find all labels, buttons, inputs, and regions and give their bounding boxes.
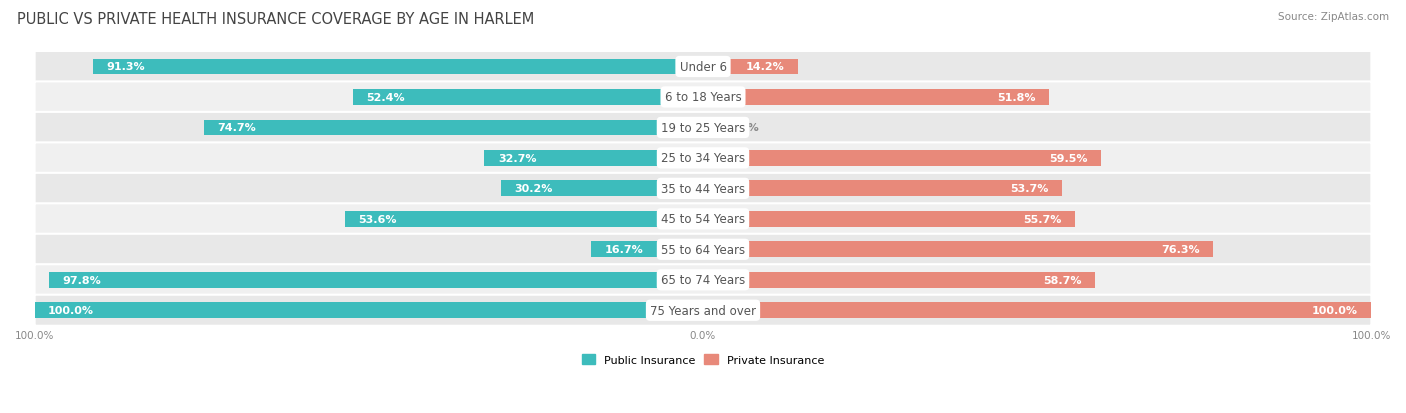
Bar [353, 90, 703, 106]
Text: 6 to 18 Years: 6 to 18 Years [665, 91, 741, 104]
Bar [703, 90, 1049, 106]
Text: 45 to 54 Years: 45 to 54 Years [661, 213, 745, 226]
Text: 51.8%: 51.8% [997, 93, 1036, 103]
Bar [703, 242, 1213, 258]
FancyBboxPatch shape [35, 173, 1371, 204]
FancyBboxPatch shape [35, 234, 1371, 265]
Text: 14.2%: 14.2% [745, 62, 785, 72]
Legend: Public Insurance, Private Insurance: Public Insurance, Private Insurance [578, 350, 828, 369]
Bar [703, 272, 1095, 288]
Bar [703, 303, 1371, 318]
Bar [35, 303, 703, 318]
Bar [703, 181, 1062, 197]
Text: 2.3%: 2.3% [728, 123, 759, 133]
Text: 76.3%: 76.3% [1161, 245, 1199, 255]
Text: 16.7%: 16.7% [605, 245, 644, 255]
Text: 35 to 44 Years: 35 to 44 Years [661, 183, 745, 195]
Bar [204, 120, 703, 136]
Bar [49, 272, 703, 288]
Bar [592, 242, 703, 258]
Text: 25 to 34 Years: 25 to 34 Years [661, 152, 745, 165]
Text: 55 to 64 Years: 55 to 64 Years [661, 243, 745, 256]
FancyBboxPatch shape [35, 82, 1371, 113]
Text: 75 Years and over: 75 Years and over [650, 304, 756, 317]
Text: Source: ZipAtlas.com: Source: ZipAtlas.com [1278, 12, 1389, 22]
FancyBboxPatch shape [35, 52, 1371, 83]
Bar [344, 211, 703, 227]
Text: 59.5%: 59.5% [1049, 154, 1087, 164]
Bar [485, 151, 703, 166]
Text: 97.8%: 97.8% [63, 275, 101, 285]
Text: 100.0%: 100.0% [1312, 306, 1358, 316]
Text: 91.3%: 91.3% [107, 62, 145, 72]
Bar [703, 211, 1076, 227]
Text: 53.6%: 53.6% [359, 214, 396, 224]
Bar [93, 59, 703, 75]
FancyBboxPatch shape [35, 143, 1371, 174]
Text: 52.4%: 52.4% [366, 93, 405, 103]
Bar [703, 59, 797, 75]
Text: PUBLIC VS PRIVATE HEALTH INSURANCE COVERAGE BY AGE IN HARLEM: PUBLIC VS PRIVATE HEALTH INSURANCE COVER… [17, 12, 534, 27]
Bar [501, 181, 703, 197]
Text: 100.0%: 100.0% [48, 306, 94, 316]
Text: 30.2%: 30.2% [515, 184, 553, 194]
Text: 65 to 74 Years: 65 to 74 Years [661, 273, 745, 287]
Bar [703, 151, 1101, 166]
Text: 55.7%: 55.7% [1024, 214, 1062, 224]
FancyBboxPatch shape [35, 204, 1371, 235]
Text: 53.7%: 53.7% [1010, 184, 1049, 194]
FancyBboxPatch shape [35, 295, 1371, 326]
Text: Under 6: Under 6 [679, 61, 727, 74]
Text: 74.7%: 74.7% [217, 123, 256, 133]
FancyBboxPatch shape [35, 113, 1371, 144]
Text: 32.7%: 32.7% [498, 154, 536, 164]
Text: 19 to 25 Years: 19 to 25 Years [661, 122, 745, 135]
Bar [703, 120, 718, 136]
Text: 58.7%: 58.7% [1043, 275, 1083, 285]
FancyBboxPatch shape [35, 265, 1371, 296]
